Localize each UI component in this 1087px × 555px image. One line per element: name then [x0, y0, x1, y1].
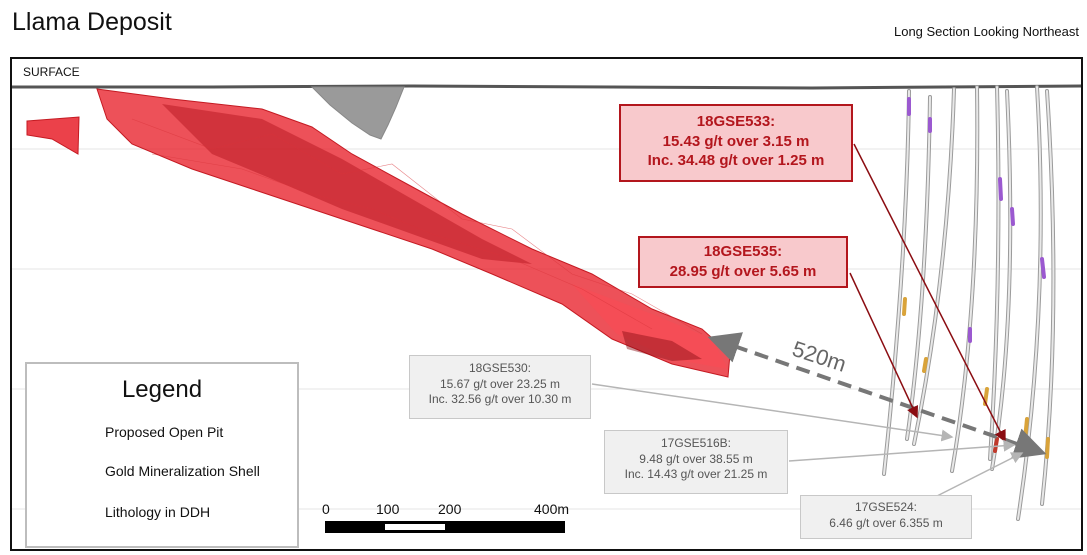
gold-mineralization-shell-fragment [26, 116, 80, 155]
scale-label-100: 100 [376, 501, 400, 517]
callout-intercept: 9.48 g/t over 38.55 m [639, 451, 753, 466]
callout-hole-id: 18GSE530: [468, 361, 532, 375]
callout-leader-lines [591, 143, 1024, 497]
callout-intercept: Inc. 34.48 g/t over 1.25 m [647, 152, 825, 169]
long-section-frame: SURFACE 520m 18GSE533: 15.43 g/t over 3.… [10, 57, 1083, 551]
section-orientation-label: Long Section Looking Northeast [893, 24, 1079, 39]
callout-intercept: 15.43 g/t over 3.15 m [662, 132, 810, 150]
gold-mineralization-shell [96, 88, 731, 378]
long-section-drawing [12, 84, 1081, 533]
callout-18gse533: 18GSE533: 15.43 g/t over 3.15 m Inc. 34.… [619, 104, 853, 182]
callout-hole-id: 17GSE516B: [660, 436, 732, 450]
callout-hole-id: 17GSE524: [854, 500, 918, 514]
surface-label: SURFACE [23, 65, 80, 79]
callout-intercept: 6.46 g/t over 6.355 m [829, 515, 943, 530]
scale-label-0: 0 [322, 501, 330, 517]
distance-arrow [707, 332, 1047, 459]
callout-18gse535: 18GSE535: 28.95 g/t over 5.65 m [638, 236, 848, 288]
callout-hole-id: 18GSE535: [703, 243, 783, 260]
topographic-surface-line [12, 84, 1081, 90]
legend-box: Legend Proposed Open Pit Gold Mineraliza… [25, 362, 299, 548]
legend-title: Legend [121, 376, 203, 403]
open-pit-shape [310, 86, 405, 140]
scale-label-200: 200 [438, 501, 462, 517]
callout-intercept: 15.67 g/t over 23.25 m [439, 376, 561, 391]
callout-intercept: Inc. 32.56 g/t over 10.30 m [428, 392, 572, 407]
callout-18gse530: 18GSE530: 15.67 g/t over 23.25 m Inc. 32… [409, 355, 591, 419]
page-title: Llama Deposit [12, 8, 172, 36]
drill-holes [882, 85, 1056, 521]
callout-intercept: Inc. 14.43 g/t over 21.25 m [624, 467, 768, 482]
callout-intercept: 28.95 g/t over 5.65 m [669, 262, 817, 280]
legend-item-mineralization-shell: Gold Mineralization Shell [105, 463, 260, 479]
legend-item-open-pit: Proposed Open Pit [105, 424, 224, 440]
callout-hole-id: 18GSE533: [696, 113, 776, 130]
scale-bar [325, 521, 565, 533]
legend-item-lithology: Lithology in DDH [105, 504, 211, 520]
callout-17gse524: 17GSE524: 6.46 g/t over 6.355 m [800, 495, 972, 539]
callout-17gse516b: 17GSE516B: 9.48 g/t over 38.55 m Inc. 14… [604, 430, 788, 494]
scale-label-400m: 400m [534, 501, 570, 517]
